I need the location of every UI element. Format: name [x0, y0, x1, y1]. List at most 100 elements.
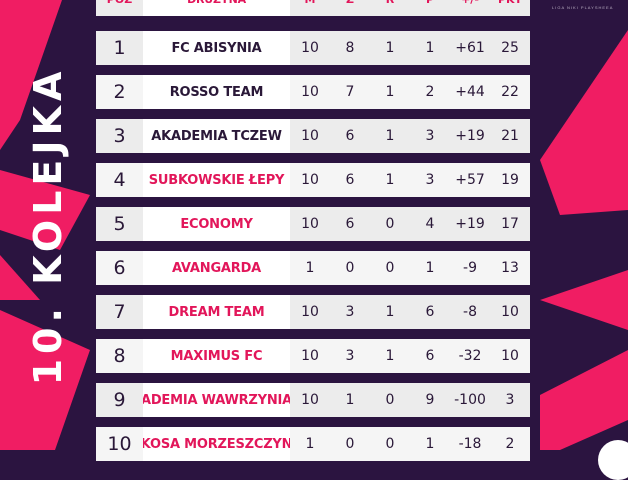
row-matches: 1 — [290, 251, 330, 285]
row-points: 22 — [490, 75, 530, 109]
header-points: PKT — [490, 0, 530, 16]
row-losses: 1 — [410, 427, 450, 461]
row-team-name: ECONOMY — [143, 207, 290, 241]
table-row: 7 DREAM TEAM 10 3 1 6 -8 10 — [96, 295, 530, 329]
league-logo-text: LIGA NIKI PLAYSHEEA — [552, 5, 614, 10]
row-position: 7 — [96, 295, 143, 329]
table-row: 10 KOSA MORZESZCZYN 1 0 0 1 -18 2 — [96, 427, 530, 461]
row-matches: 10 — [290, 383, 330, 417]
table-header-row: POZ DRUŻYNA M Z R P +/- PKT — [96, 0, 530, 16]
row-matches: 10 — [290, 119, 330, 153]
row-points: 21 — [490, 119, 530, 153]
row-goal-diff: -8 — [450, 295, 490, 329]
row-draws: 1 — [370, 31, 410, 65]
table-row: 1 FC ABISYNIA 10 8 1 1 +61 25 — [96, 31, 530, 65]
row-goal-diff: -9 — [450, 251, 490, 285]
row-losses: 3 — [410, 119, 450, 153]
row-draws: 0 — [370, 383, 410, 417]
row-team-name: FC ABISYNIA — [143, 31, 290, 65]
row-team-name: MAXIMUS FC — [143, 339, 290, 373]
row-team-name: AKADEMIA TCZEW — [143, 119, 290, 153]
row-goal-diff: +44 — [450, 75, 490, 109]
row-losses: 1 — [410, 31, 450, 65]
row-matches: 10 — [290, 295, 330, 329]
header-goal-diff: +/- — [450, 0, 490, 16]
row-wins: 6 — [330, 119, 370, 153]
row-losses: 6 — [410, 339, 450, 373]
row-draws: 0 — [370, 207, 410, 241]
table-row: 5 ECONOMY 10 6 0 4 +19 17 — [96, 207, 530, 241]
table-row: 8 MAXIMUS FC 10 3 1 6 -32 10 — [96, 339, 530, 373]
header-matches: M — [290, 0, 330, 16]
row-wins: 7 — [330, 75, 370, 109]
row-wins: 6 — [330, 163, 370, 197]
row-position: 3 — [96, 119, 143, 153]
row-wins: 3 — [330, 295, 370, 329]
row-team-name: SUBKOWSKIE ŁEPY — [143, 163, 290, 197]
row-wins: 0 — [330, 251, 370, 285]
row-wins: 1 — [330, 383, 370, 417]
row-goal-diff: +19 — [450, 207, 490, 241]
row-goal-diff: +19 — [450, 119, 490, 153]
row-matches: 10 — [290, 163, 330, 197]
row-position: 6 — [96, 251, 143, 285]
row-wins: 8 — [330, 31, 370, 65]
row-position: 5 — [96, 207, 143, 241]
row-draws: 1 — [370, 295, 410, 329]
row-losses: 4 — [410, 207, 450, 241]
table-row: 6 AVANGARDA 1 0 0 1 -9 13 — [96, 251, 530, 285]
row-goal-diff: +61 — [450, 31, 490, 65]
row-team-name: DREAM TEAM — [143, 295, 290, 329]
corner-decoration — [598, 440, 628, 480]
row-draws: 1 — [370, 163, 410, 197]
row-goal-diff: -18 — [450, 427, 490, 461]
table-row: 3 AKADEMIA TCZEW 10 6 1 3 +19 21 — [96, 119, 530, 153]
row-team-name: AVANGARDA — [143, 251, 290, 285]
row-wins: 6 — [330, 207, 370, 241]
header-pos: POZ — [96, 0, 143, 16]
row-wins: 3 — [330, 339, 370, 373]
row-position: 4 — [96, 163, 143, 197]
row-matches: 10 — [290, 75, 330, 109]
row-losses: 2 — [410, 75, 450, 109]
row-position: 1 — [96, 31, 143, 65]
row-matches: 10 — [290, 31, 330, 65]
row-draws: 1 — [370, 339, 410, 373]
row-losses: 6 — [410, 295, 450, 329]
row-points: 13 — [490, 251, 530, 285]
row-team-name: ROSSO TEAM — [143, 75, 290, 109]
row-draws: 1 — [370, 119, 410, 153]
row-draws: 1 — [370, 75, 410, 109]
header-draws: R — [370, 0, 410, 16]
row-goal-diff: -100 — [450, 383, 490, 417]
row-points: 25 — [490, 31, 530, 65]
row-goal-diff: -32 — [450, 339, 490, 373]
row-team-name: AKADEMIA WAWRZYNIAKA — [143, 383, 290, 417]
row-points: 2 — [490, 427, 530, 461]
header-team: DRUŻYNA — [143, 0, 290, 16]
row-points: 19 — [490, 163, 530, 197]
row-draws: 0 — [370, 251, 410, 285]
row-position: 9 — [96, 383, 143, 417]
row-position: 2 — [96, 75, 143, 109]
row-points: 3 — [490, 383, 530, 417]
row-losses: 1 — [410, 251, 450, 285]
row-matches: 10 — [290, 339, 330, 373]
round-title: 10. KOLEJKA — [26, 66, 70, 386]
row-losses: 3 — [410, 163, 450, 197]
row-wins: 0 — [330, 427, 370, 461]
table-row: 2 ROSSO TEAM 10 7 1 2 +44 22 — [96, 75, 530, 109]
header-wins: Z — [330, 0, 370, 16]
table-row: 4 SUBKOWSKIE ŁEPY 10 6 1 3 +57 19 — [96, 163, 530, 197]
row-matches: 1 — [290, 427, 330, 461]
row-draws: 0 — [370, 427, 410, 461]
row-goal-diff: +57 — [450, 163, 490, 197]
row-points: 10 — [490, 295, 530, 329]
row-points: 17 — [490, 207, 530, 241]
row-position: 8 — [96, 339, 143, 373]
row-matches: 10 — [290, 207, 330, 241]
row-points: 10 — [490, 339, 530, 373]
header-losses: P — [410, 0, 450, 16]
row-losses: 9 — [410, 383, 450, 417]
